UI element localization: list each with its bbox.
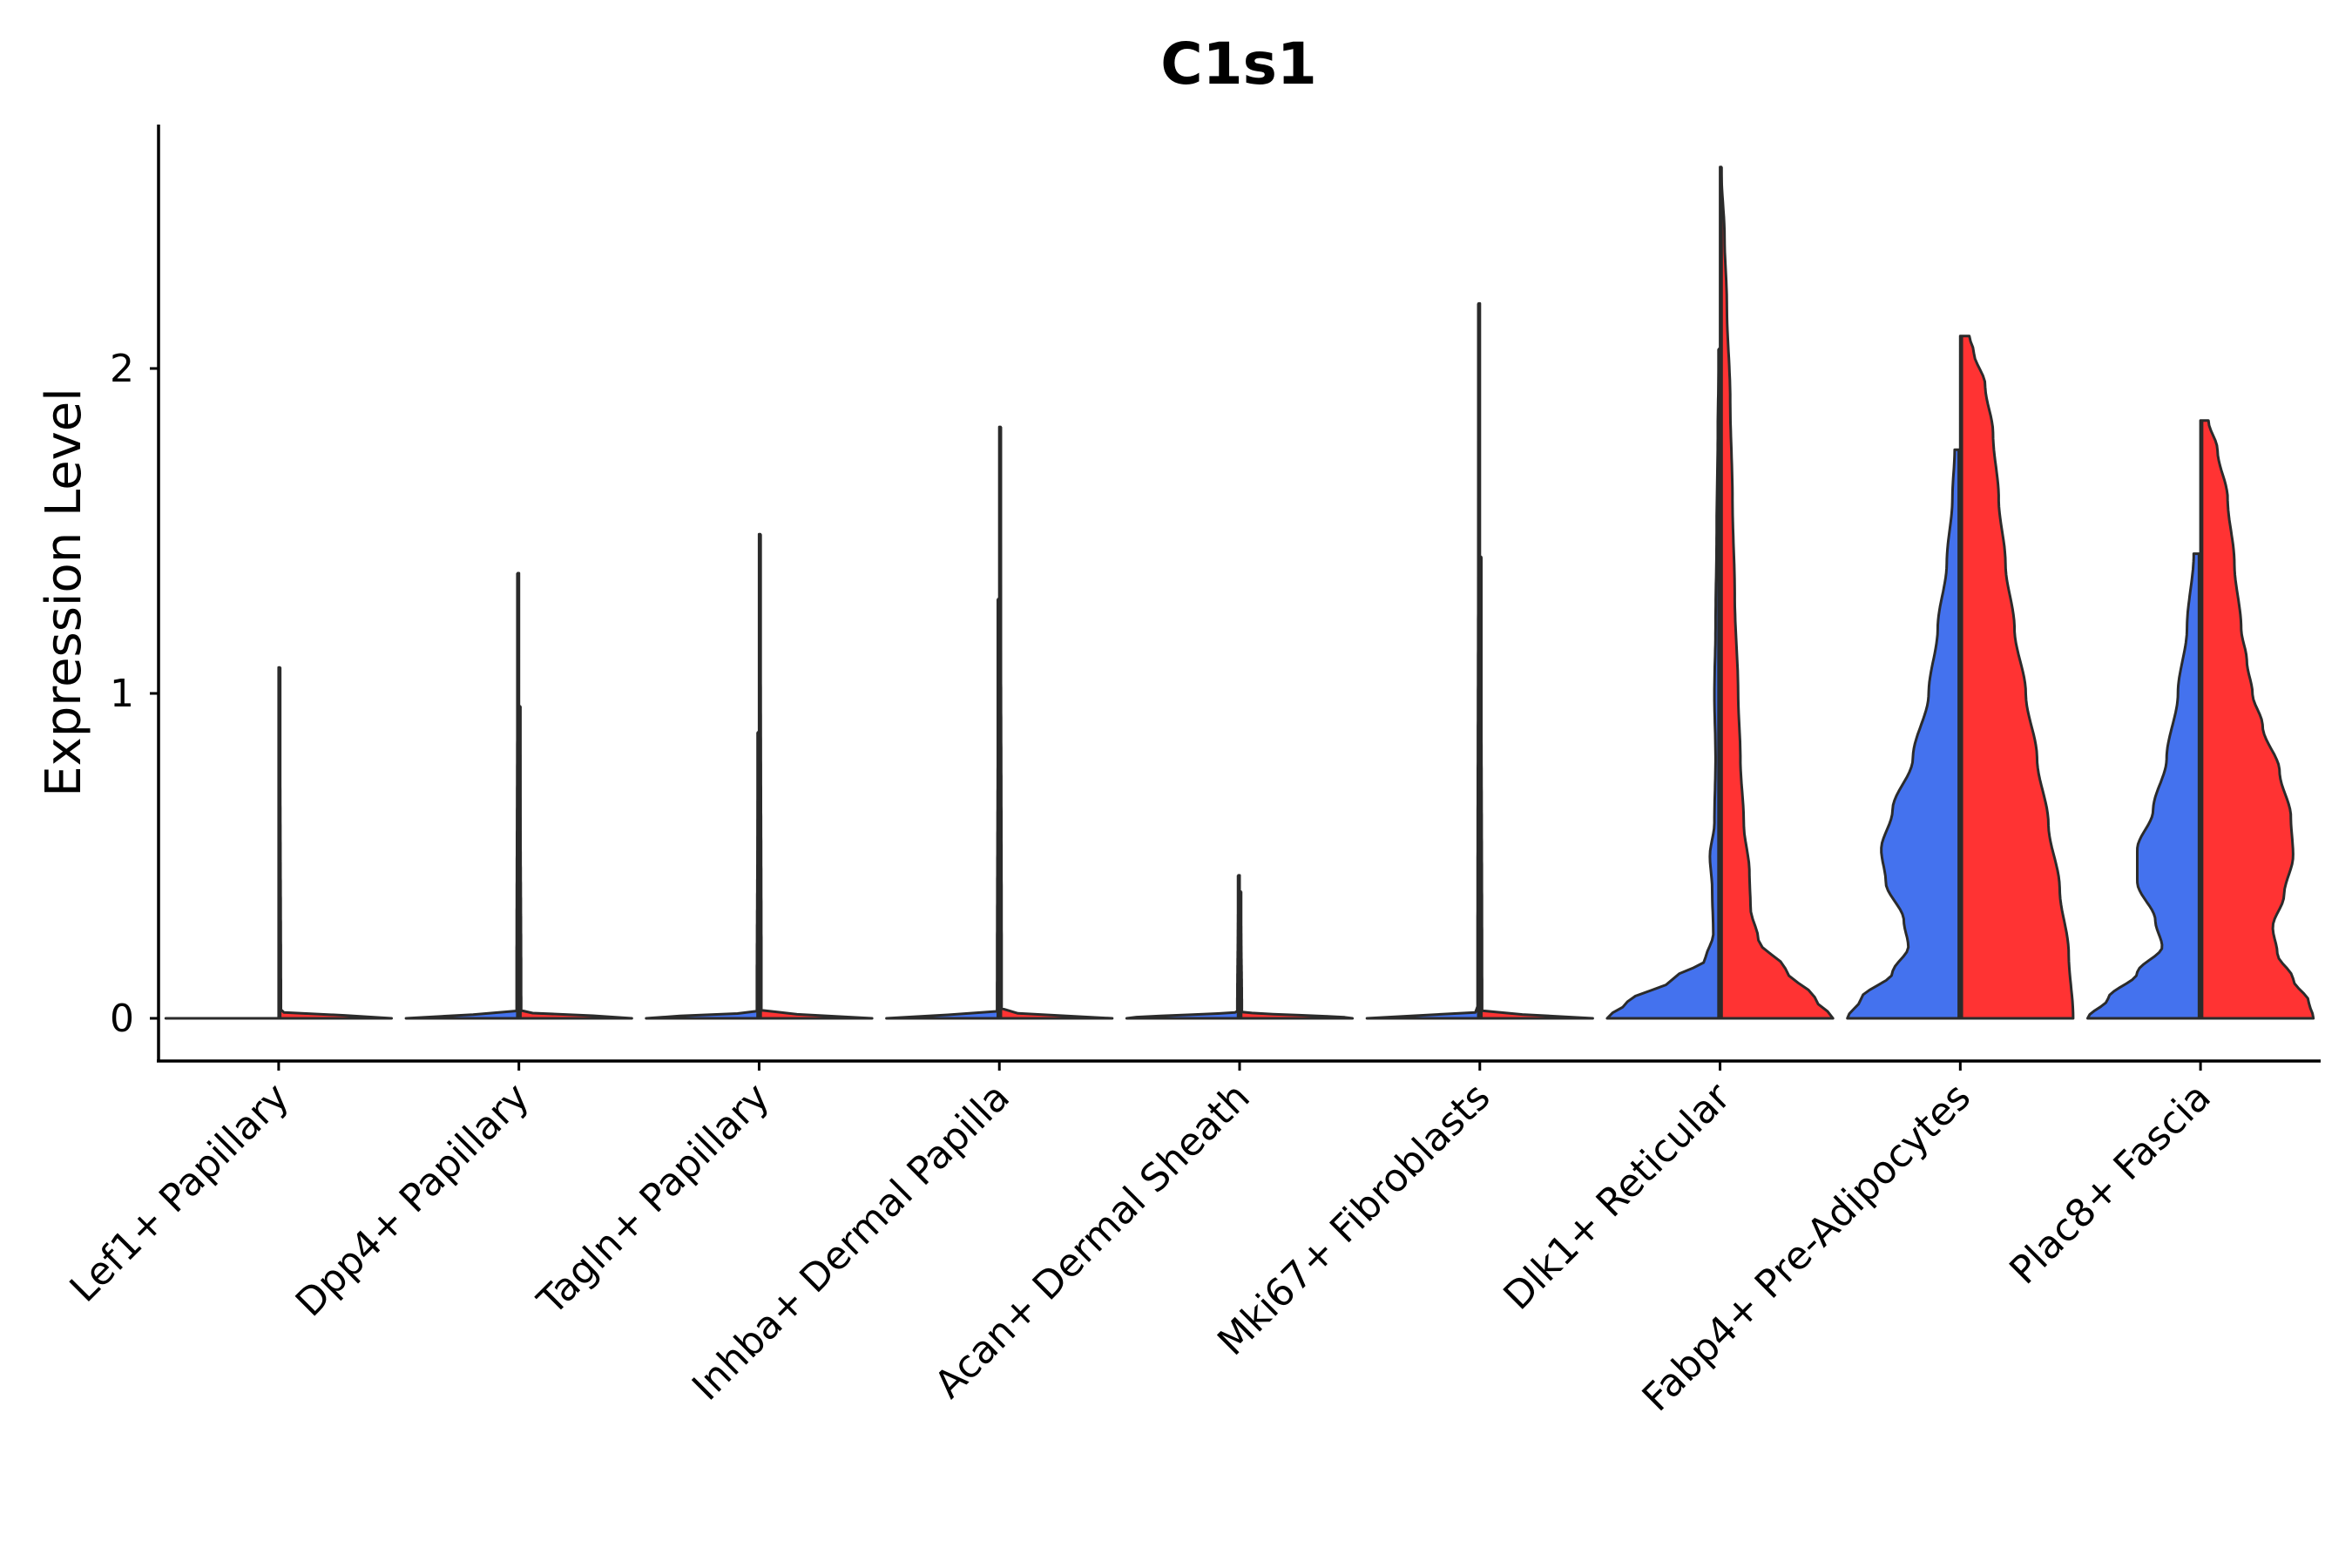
y-ticks-layer: 0 1 2: [110, 347, 159, 1041]
violin-group_b: [997, 425, 1114, 1020]
x-tick-label: Mki67+ Fibroblasts: [1209, 1075, 1498, 1364]
x-tick-label: Dpp4+ Papillary: [287, 1075, 538, 1326]
violin-group_a: [1365, 301, 1482, 1020]
x-tick-label: Plac8+ Fascia: [2001, 1075, 2220, 1294]
violin-group: [1365, 301, 1594, 1020]
violin-group: [164, 666, 393, 1020]
chart-title: C1s1: [1160, 30, 1317, 98]
violin-group: [2086, 419, 2315, 1020]
violin-group_a: [2086, 552, 2202, 1020]
violin-group: [885, 425, 1114, 1020]
violin-group_b: [1478, 555, 1594, 1020]
violin-group_b: [1719, 166, 1835, 1020]
violin-group: [1125, 874, 1355, 1020]
violin-group_a: [885, 598, 1001, 1020]
y-tick-label: 1: [110, 672, 134, 716]
y-axis-label: Expression Level: [36, 388, 92, 797]
violin-group: [1846, 335, 2075, 1020]
violin-group_b: [277, 666, 393, 1020]
violin-group_b: [1958, 335, 2075, 1020]
violin-group_b: [517, 705, 633, 1020]
violin-group_b: [2199, 419, 2315, 1020]
violin-group: [645, 532, 874, 1020]
violins-layer: [164, 166, 2315, 1020]
violin-group_a: [1605, 348, 1722, 1020]
y-tick-label: 2: [110, 347, 134, 391]
violin-group_b: [757, 532, 874, 1020]
violin-group_a: [1125, 874, 1241, 1020]
violin-group_a: [1846, 448, 1962, 1020]
x-tick-label: Tagln+ Papillary: [529, 1075, 778, 1324]
violin-group: [404, 571, 633, 1020]
violin-group: [1605, 166, 1835, 1020]
violin-group_a: [645, 731, 760, 1020]
x-tick-label: Lef1+ Papillary: [62, 1075, 298, 1311]
y-tick-label: 0: [110, 997, 134, 1041]
x-tick-label: Dlk1+ Reticular: [1495, 1074, 1740, 1319]
violin-group_a: [404, 571, 521, 1020]
violin-group_b: [1238, 890, 1355, 1020]
